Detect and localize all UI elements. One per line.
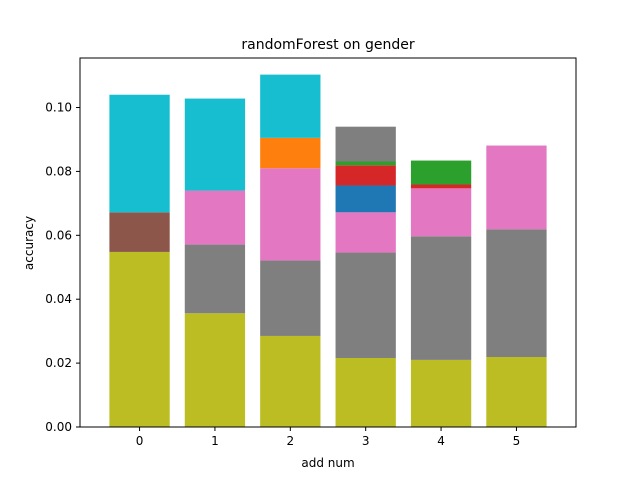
bar-segment-5-1: [486, 229, 547, 358]
bar-segment-2-3: [260, 137, 321, 169]
bar-segment-4-1: [410, 236, 472, 360]
x-tick-label-1: 1: [211, 434, 219, 448]
bar-segment-4-3: [410, 184, 472, 189]
bar-segment-2-0: [260, 335, 321, 427]
bar-segment-1-3: [184, 98, 246, 191]
bar-segment-0-2: [109, 94, 170, 213]
bar-segment-3-0: [335, 357, 396, 427]
bar-segment-3-3: [335, 185, 396, 213]
bar-segment-3-6: [335, 126, 396, 162]
bars-layer: [109, 74, 547, 427]
bar-segment-4-2: [410, 188, 472, 237]
bar-segment-2-2: [260, 168, 321, 261]
x-axis-label: add num: [301, 456, 354, 470]
y-tick-label-0: 0.00: [45, 420, 72, 434]
bar-segment-2-1: [260, 260, 321, 336]
x-tick-label-2: 2: [286, 434, 294, 448]
y-tick-label-2: 0.04: [45, 292, 72, 306]
bar-segment-1-2: [184, 190, 246, 245]
y-axis-label: accuracy: [22, 216, 36, 270]
x-tick-label-4: 4: [437, 434, 445, 448]
plot-frame: [79, 57, 577, 428]
y-tick-label-3: 0.06: [45, 228, 72, 242]
y-tick-label-4: 0.08: [45, 164, 72, 178]
bar-segment-3-2: [335, 212, 396, 253]
bar-segment-5-2: [486, 145, 547, 230]
bar-segment-4-0: [410, 359, 472, 427]
x-tick-label-0: 0: [136, 434, 144, 448]
bar-segment-3-1: [335, 252, 396, 358]
bar-segment-1-1: [184, 244, 246, 314]
bar-segment-5-0: [486, 357, 547, 427]
chart-title: randomForest on gender: [241, 37, 414, 53]
axes-layer: 0 1 2 3 4 5 0.00 0.02 0.04 0.06 0.08 0.10: [45, 57, 577, 448]
bar-segment-0-1: [109, 212, 170, 252]
bar-segment-3-5: [335, 161, 396, 166]
x-tick-label-3: 3: [362, 434, 370, 448]
bar-segment-1-0: [184, 313, 246, 427]
x-tick-label-5: 5: [513, 434, 521, 448]
y-tick-label-1: 0.02: [45, 356, 72, 370]
bar-segment-3-4: [335, 165, 396, 186]
bar-segment-0-0: [109, 251, 170, 427]
y-tick-label-5: 0.10: [45, 101, 72, 115]
bar-segment-2-4: [260, 74, 321, 138]
bar-segment-4-4: [410, 160, 472, 185]
